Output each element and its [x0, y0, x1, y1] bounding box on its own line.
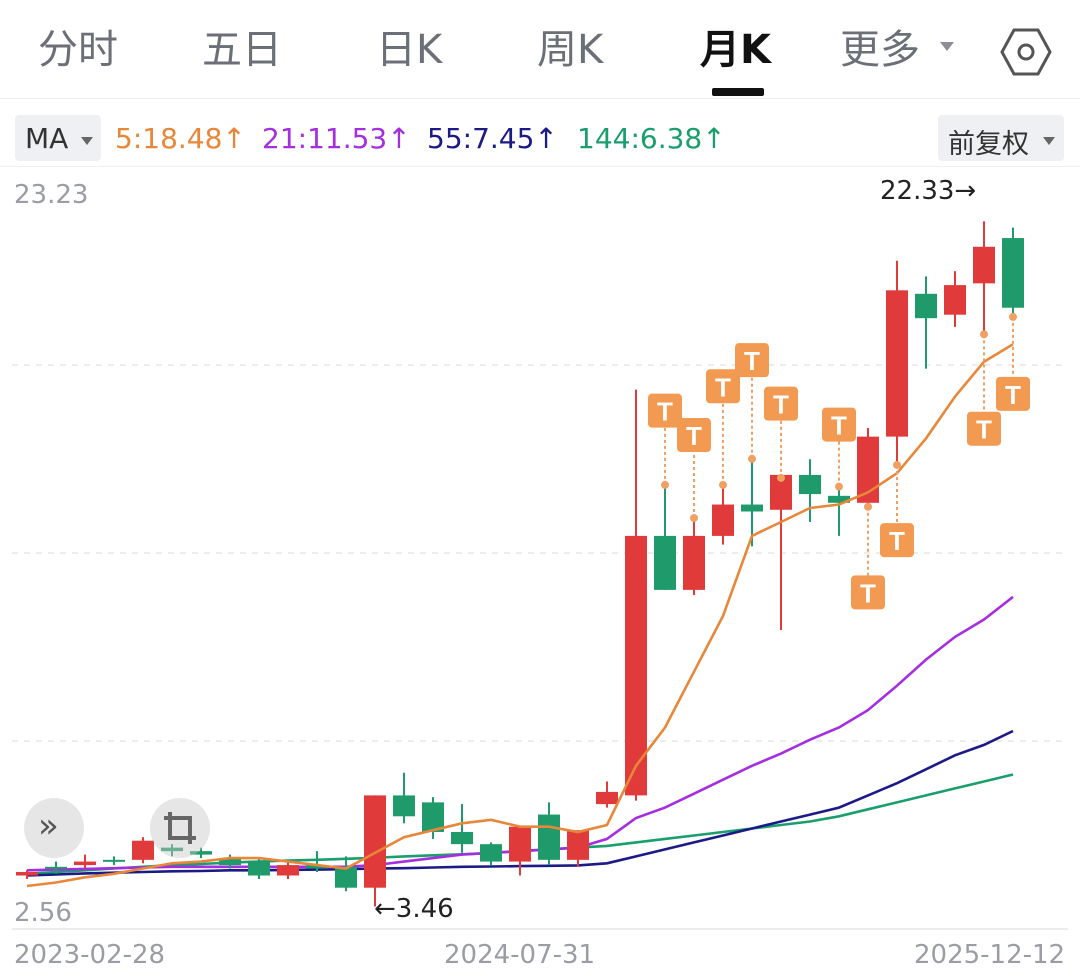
price-adjust-label: 前复权	[948, 129, 1029, 160]
trade-marker-label: T	[889, 526, 905, 556]
tab-daily-k[interactable]: 日K	[376, 27, 443, 73]
candle-body	[596, 791, 618, 805]
candle-body	[277, 865, 299, 876]
candle-body	[799, 474, 821, 495]
candle-body	[683, 535, 705, 590]
ma5-line	[26, 343, 1014, 888]
settings-hexagon-icon[interactable]	[1000, 26, 1052, 78]
candle-body	[712, 504, 734, 536]
trade-marker-badge	[648, 393, 682, 428]
candle-body	[509, 826, 531, 862]
candle-body	[567, 830, 589, 860]
candle-body	[103, 859, 125, 862]
y-axis-max-label: 23.23	[14, 180, 89, 210]
trade-marker-badge	[880, 523, 914, 558]
ma144-value: 144:6.38↑	[577, 122, 726, 155]
trade-marker-badge	[967, 411, 1001, 446]
candle-body	[886, 290, 908, 437]
ma-indicator-select[interactable]: MA	[15, 115, 101, 161]
candle-body	[915, 293, 937, 319]
trade-marker-label: T	[657, 397, 673, 427]
candle-body	[364, 795, 386, 888]
candle-body	[393, 795, 415, 817]
period-low-marker: ←3.46	[374, 894, 454, 924]
trade-marker-label: T	[744, 346, 760, 376]
trade-marker-badge	[764, 386, 798, 421]
candle-body	[654, 535, 676, 590]
candle-body	[538, 814, 560, 860]
tab-weekly-k[interactable]: 周K	[537, 27, 604, 73]
double-chevron-right-icon: »	[38, 806, 59, 846]
candle-body	[45, 866, 67, 869]
candle-body	[828, 495, 850, 503]
candle-body	[480, 844, 502, 862]
candle-body	[857, 436, 879, 503]
trade-marker-label: T	[860, 578, 876, 608]
trade-marker-label: T	[831, 411, 847, 441]
trade-marker-label: T	[976, 415, 992, 445]
trade-marker-badge	[996, 376, 1030, 411]
candle-body	[132, 840, 154, 860]
candle-body	[161, 847, 183, 852]
candle-body	[625, 535, 647, 796]
y-axis-min-label: 2.56	[14, 898, 72, 928]
trade-marker-label: T	[1005, 380, 1021, 410]
price-adjust-select[interactable]: 前复权	[938, 115, 1064, 161]
indicator-toolbar: MA 5:18.48↑ 21:11.53↑ 55:7.45↑ 144:6.38↑…	[0, 108, 1080, 167]
expand-chart-button[interactable]: »	[24, 798, 84, 858]
candle-body	[973, 246, 995, 284]
caret-down-icon	[1043, 137, 1055, 145]
crop-icon[interactable]	[150, 798, 210, 858]
candle-body	[741, 504, 763, 512]
trade-marker-badge	[735, 343, 769, 378]
ma21-value: 21:11.53↑	[262, 122, 411, 155]
trade-marker-badge	[851, 575, 885, 610]
period-high-marker: 22.33→	[880, 176, 977, 206]
trade-marker-label: T	[686, 421, 702, 451]
x-axis-mid-label: 2024-07-31	[444, 940, 596, 970]
candle-body	[306, 865, 328, 869]
ma5-value: 5:18.48↑	[115, 122, 246, 155]
candle-body	[16, 872, 38, 876]
caret-down-icon	[81, 137, 93, 145]
tab-monthly-k[interactable]: 月K	[700, 27, 771, 73]
tab-more[interactable]: 更多	[840, 27, 920, 73]
candle-body	[1002, 238, 1024, 308]
trade-marker-label: T	[715, 372, 731, 402]
trade-marker-badge	[822, 407, 856, 442]
tab-intraday[interactable]: 分时	[38, 27, 118, 73]
candle-body	[335, 866, 357, 888]
chevron-down-icon	[940, 42, 954, 51]
candle-body	[219, 858, 241, 866]
candle-body	[422, 802, 444, 832]
active-tab-indicator	[712, 88, 764, 96]
x-axis-end-label: 2025-12-12	[914, 940, 1066, 970]
x-axis-start-label: 2023-02-28	[14, 940, 166, 970]
candle-body	[770, 474, 792, 510]
ma-select-label: MA	[25, 122, 69, 155]
candle-body	[248, 861, 270, 876]
candle-body	[451, 831, 473, 845]
trade-marker-badge	[677, 418, 711, 453]
tab-five-day[interactable]: 五日	[202, 27, 282, 73]
candle-body	[74, 861, 96, 866]
trade-marker-badge	[706, 369, 740, 404]
period-tab-bar: 分时 五日 日K 周K 月K 更多	[0, 0, 1080, 99]
ma55-value: 55:7.45↑	[427, 122, 558, 155]
candle-body	[944, 285, 966, 315]
trade-marker-label: T	[773, 390, 789, 420]
candle-body	[190, 851, 212, 855]
